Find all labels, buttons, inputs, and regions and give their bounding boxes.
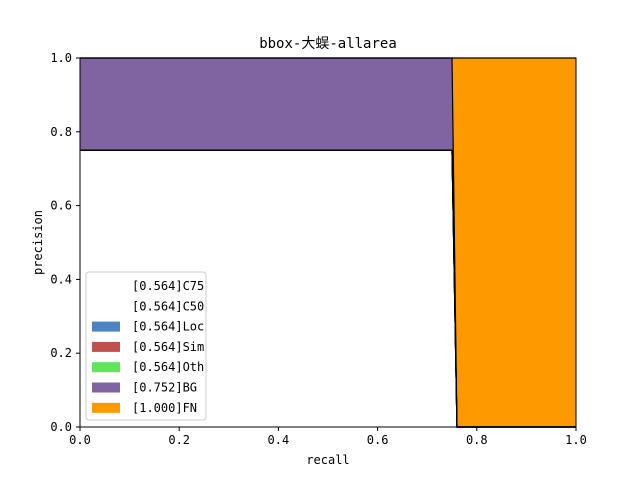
x-tick-label: 0.0	[69, 433, 91, 447]
legend: [0.564]C75 [0.564]C50 [0.564]Loc [0.564]Sim…	[85, 271, 207, 421]
legend-swatch	[92, 321, 120, 332]
plot-frame	[79, 57, 577, 428]
x-axis-label: recall	[306, 453, 349, 467]
legend-swatch	[92, 301, 120, 312]
y-tick-label: 0.8	[50, 125, 72, 139]
legend-entry-label: [0.564]Sim	[132, 340, 204, 354]
y-tick-label: 0.4	[50, 272, 72, 286]
legend-swatch	[92, 382, 120, 393]
x-tick-label: 0.4	[268, 433, 290, 447]
x-tick-label: 1.0	[565, 433, 587, 447]
legend-entry-label: [0.564]C75	[132, 279, 204, 293]
y-tick-label: 0.0	[50, 420, 72, 434]
x-tick-label: 0.8	[466, 433, 488, 447]
legend-swatch	[92, 402, 120, 413]
legend-swatch	[92, 341, 120, 352]
y-axis-label: precision	[31, 210, 45, 275]
legend-entry-label: [0.752]BG	[132, 381, 197, 395]
legend-entry-label: [0.564]C50	[132, 299, 204, 313]
y-tick-label: 1.0	[50, 51, 72, 65]
y-tick-label: 0.2	[50, 346, 72, 360]
x-tick-label: 0.2	[168, 433, 190, 447]
y-tick-label: 0.6	[50, 199, 72, 213]
x-tick-label: 0.6	[367, 433, 389, 447]
legend-entry-label: [0.564]Loc	[132, 320, 204, 334]
legend-entry-label: [0.564]Oth	[132, 360, 204, 374]
chart-title: bbox-大蜈-allarea	[259, 36, 397, 52]
legend-entry-label: [1.000]FN	[132, 401, 197, 415]
legend-swatch	[92, 281, 120, 291]
legend-swatch	[92, 362, 120, 373]
